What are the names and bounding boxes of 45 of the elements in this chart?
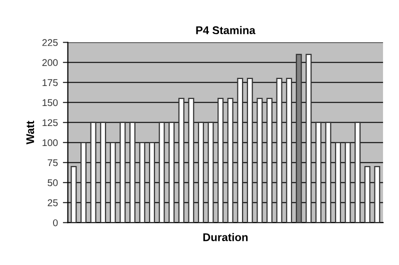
y-tick-label: 100 (42, 139, 58, 146)
bar (168, 122, 175, 223)
bar (158, 122, 165, 223)
y-tick-label: 25 (48, 199, 58, 206)
y-tick-label: 125 (42, 119, 58, 126)
bar (178, 98, 184, 223)
bar (208, 122, 214, 223)
y-tick-label: 150 (42, 99, 58, 106)
bar (129, 122, 136, 223)
bar (286, 78, 292, 223)
bar (198, 122, 204, 223)
bar (296, 54, 302, 223)
bar (276, 78, 282, 223)
bar (344, 142, 351, 223)
bar (139, 142, 146, 223)
bar (266, 98, 272, 223)
bar (120, 122, 126, 223)
bar (70, 166, 77, 223)
bar (306, 54, 312, 223)
bar (90, 122, 96, 223)
y-tick-label: 0 (53, 219, 58, 226)
bar (218, 98, 224, 223)
x-axis-title: Duration (203, 233, 248, 242)
chart-title: P4 Stamina (196, 26, 256, 34)
bar (110, 142, 116, 223)
bar (188, 98, 194, 223)
bar (256, 98, 263, 223)
y-axis-title: Watt (26, 120, 34, 144)
y-tick-label: 75 (48, 159, 58, 166)
bar (149, 142, 156, 223)
bar (315, 122, 322, 223)
bar (335, 142, 342, 223)
bar (354, 122, 361, 223)
bar (364, 166, 370, 223)
y-tick-label: 225 (42, 39, 58, 46)
y-tick-label: 175 (42, 79, 58, 86)
bar (100, 122, 106, 223)
bar (80, 142, 86, 223)
bar (374, 166, 380, 223)
bar (227, 98, 234, 223)
y-tick-label: 200 (42, 59, 58, 66)
y-tick-label: 50 (48, 179, 58, 186)
bar (237, 78, 244, 223)
bar (246, 78, 253, 223)
bar (325, 122, 332, 223)
